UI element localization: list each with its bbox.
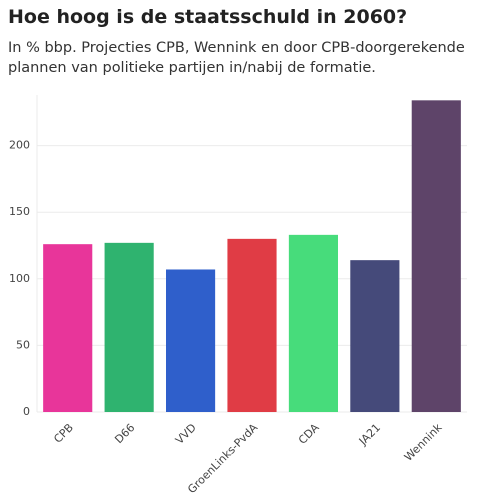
bar	[411, 100, 461, 412]
y-tick-label: 150	[9, 205, 30, 218]
y-tick-label: 0	[23, 405, 30, 418]
chart-title: Hoe hoog is de staatsschuld in 2060?	[8, 6, 408, 28]
x-tick-label: JA21	[356, 421, 383, 448]
bar	[288, 234, 338, 412]
chart-subtitle: In % bbp. Projecties CPB, Wennink en doo…	[8, 40, 465, 76]
y-tick-label: 200	[9, 139, 30, 152]
x-tick-label: CPB	[51, 421, 76, 446]
y-tick-label: 50	[16, 338, 30, 351]
bar	[43, 244, 93, 412]
y-tick-label: 100	[9, 272, 30, 285]
x-tick-label: Wennink	[402, 421, 445, 464]
x-tick-label: D66	[112, 421, 137, 446]
bar	[104, 242, 154, 412]
x-tick-label: VVD	[173, 421, 199, 447]
bar	[227, 238, 277, 412]
x-tick-label: CDA	[296, 421, 322, 447]
bar	[350, 260, 400, 412]
bar	[166, 269, 216, 412]
